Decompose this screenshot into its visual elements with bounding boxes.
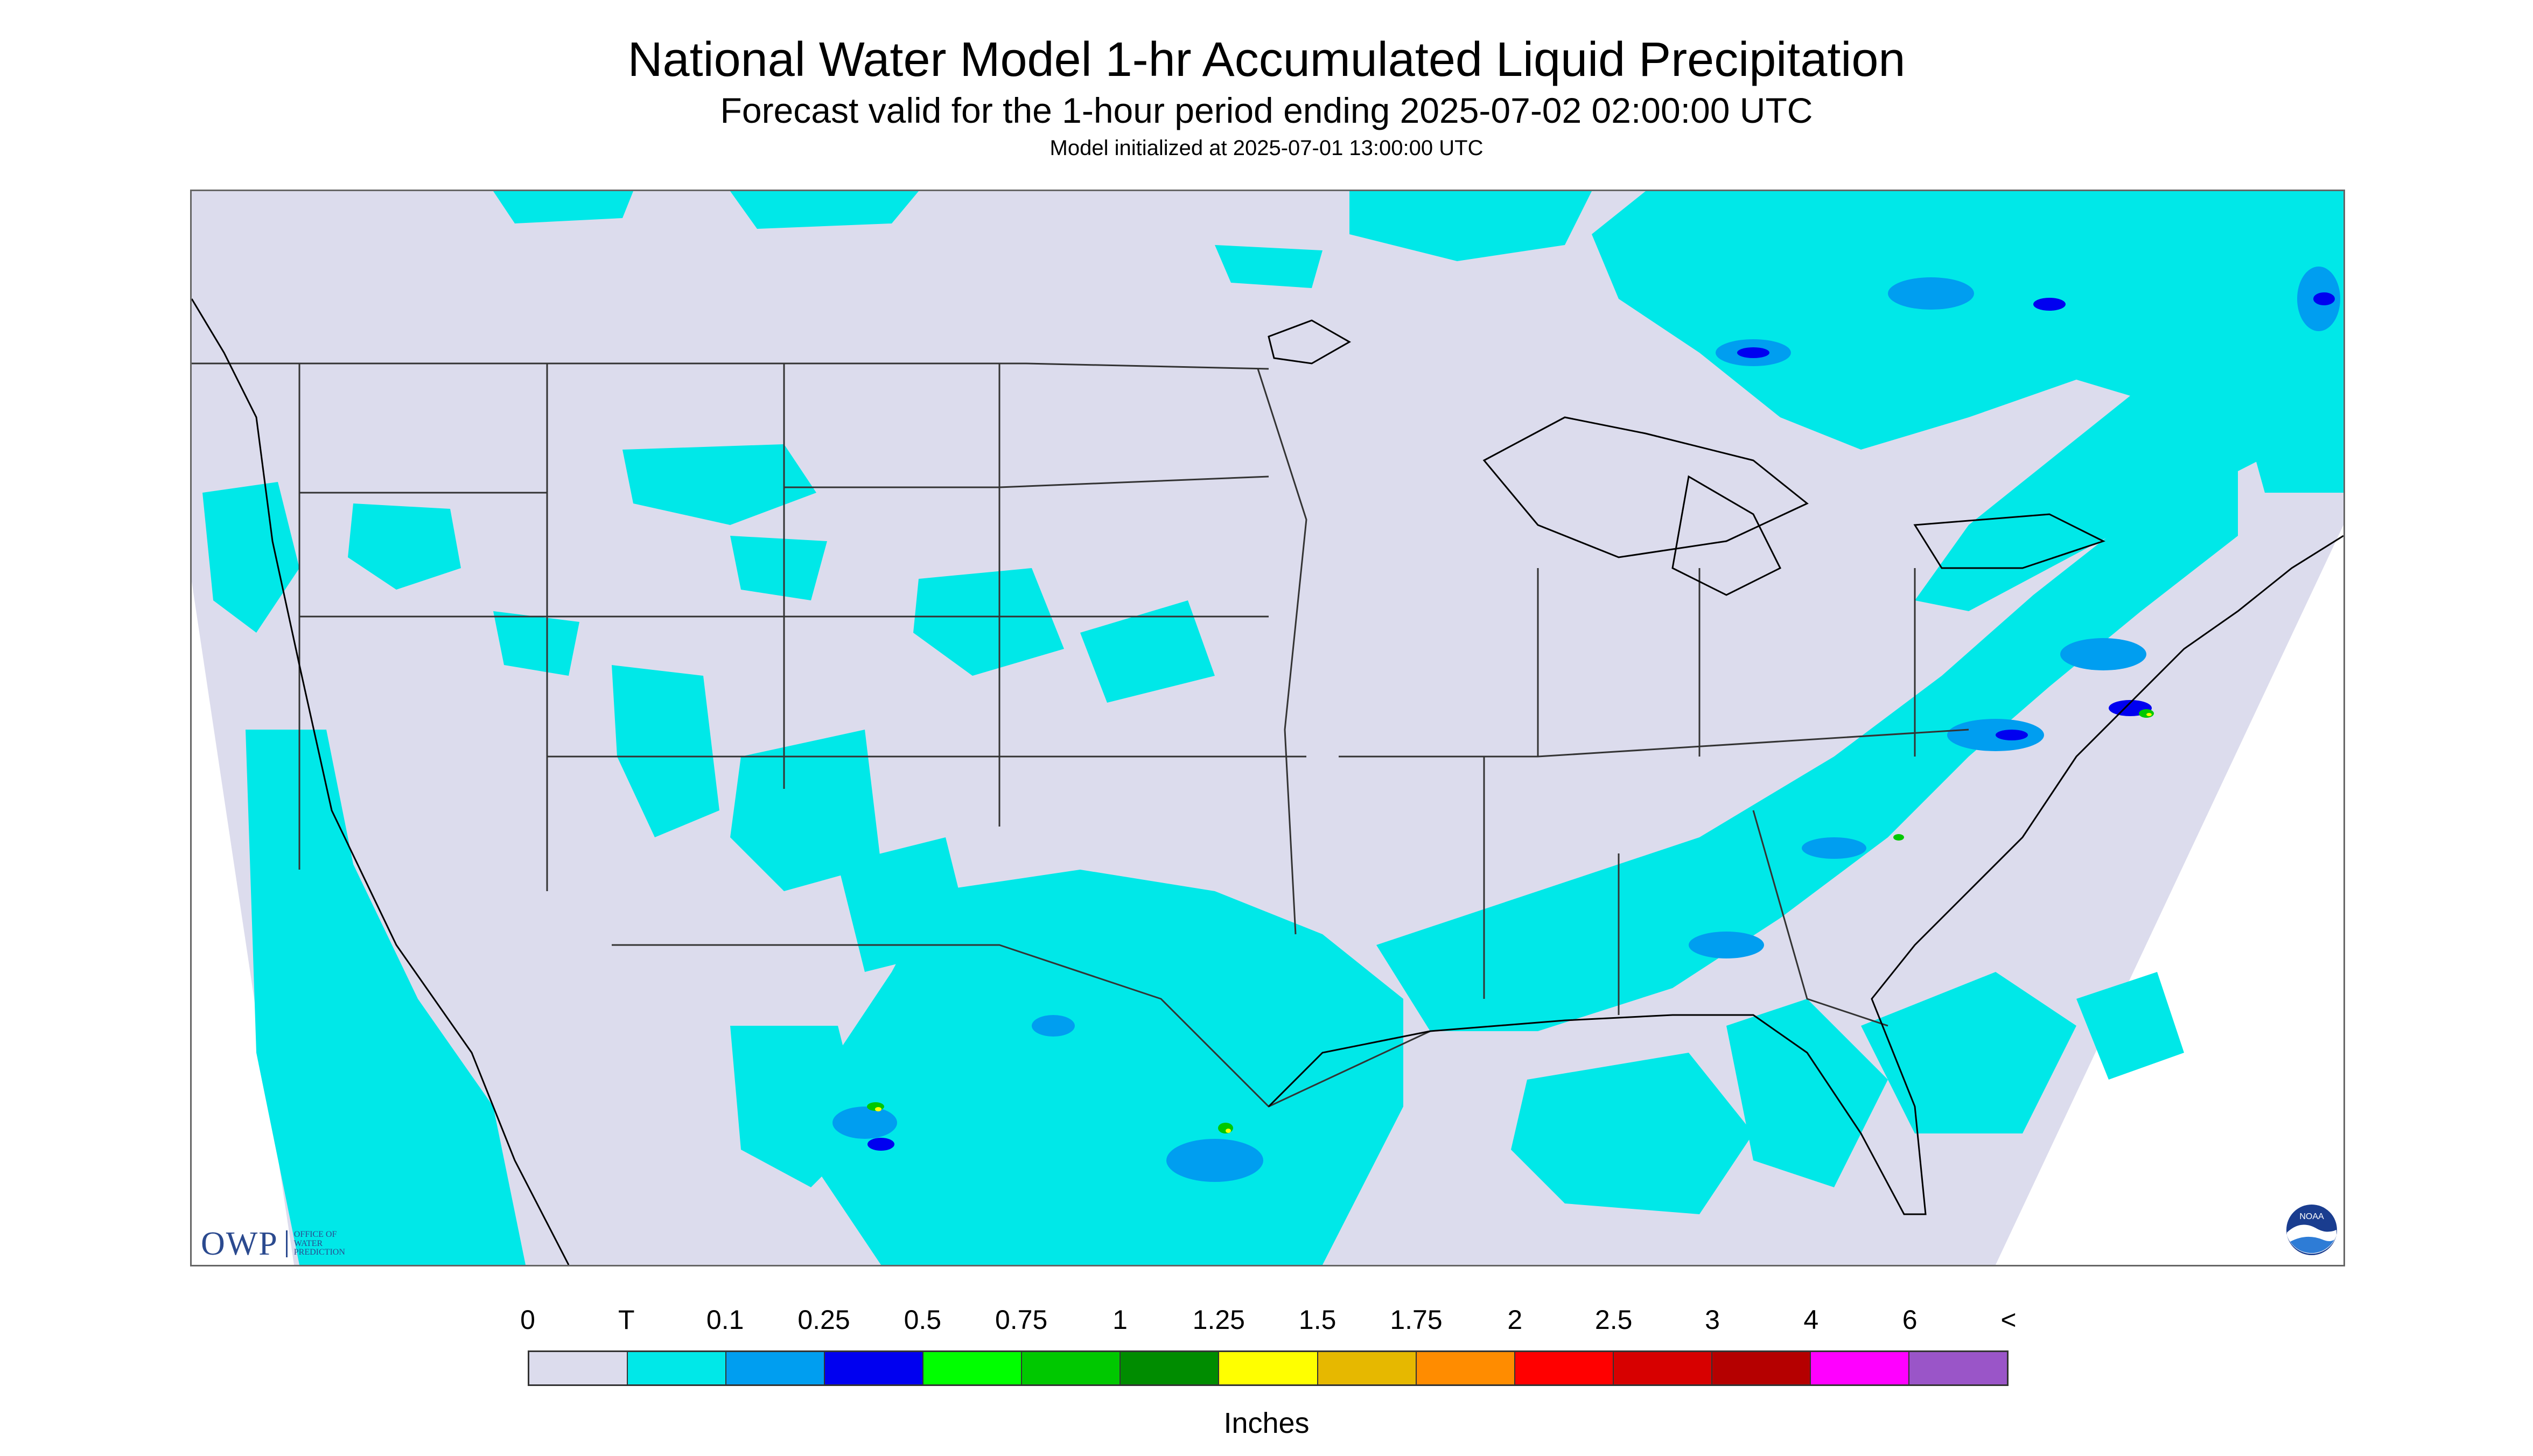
legend-swatch [1416,1352,1515,1384]
legend-swatch [1909,1352,2007,1384]
legend-swatch [1613,1352,1712,1384]
legend-swatch [825,1352,924,1384]
precip-moderate-cells [832,267,2340,1182]
legend-label: 0.1 [706,1305,744,1335]
legend-labels: 0 T 0.1 0.25 0.5 0.75 1 1.25 1.5 1.75 2 2.5 3 4 6 < [0,1306,2533,1339]
precip-trace-areas [202,191,2343,1265]
legend-swatch [1712,1352,1811,1384]
legend-swatch [726,1352,825,1384]
legend-swatch [1515,1352,1614,1384]
legend-swatch [1810,1352,1909,1384]
legend-label: T [618,1305,635,1335]
map-title: National Water Model 1-hr Accumulated Li… [627,33,1906,87]
legend-swatch [923,1352,1023,1384]
precipitation-map [190,190,2345,1266]
legend-label: 0 [520,1305,535,1335]
legend-label: 0.25 [797,1305,850,1335]
owp-logo-abbrev: OWP [201,1225,278,1262]
legend-swatch [529,1352,628,1384]
legend-label: 4 [1803,1305,1819,1335]
legend-label: < [2000,1305,2017,1335]
legend-label: 1 [1112,1305,1128,1335]
legend-color-bar [528,1350,2009,1386]
legend-units-label: Inches [1223,1407,1310,1439]
noaa-logo-icon: NOAA [2285,1203,2338,1256]
coastlines [192,298,2343,1265]
noaa-logo-text: NOAA [2299,1212,2324,1221]
legend-swatch [628,1352,727,1384]
legend-swatch [1318,1352,1417,1384]
legend-label: 2 [1507,1305,1523,1335]
model-init-label: Model initialized at 2025-07-01 13:00:00… [1049,136,1484,160]
forecast-valid-subtitle: Forecast valid for the 1-hour period end… [720,90,1813,130]
legend-label: 1.25 [1192,1305,1245,1335]
legend-label: 0.75 [995,1305,1048,1335]
owp-logo: OWP OFFICE OF WATER PREDICTION [201,1225,369,1262]
legend-label: 1.5 [1298,1305,1337,1335]
legend-swatch [1022,1352,1121,1384]
legend-label: 3 [1705,1305,1720,1335]
legend-label: 2.5 [1594,1305,1633,1335]
precip-extreme-cells [875,713,2152,1133]
owp-logo-fullname: OFFICE OF WATER PREDICTION [285,1230,369,1258]
legend-swatch [1121,1352,1220,1384]
outside-domain-right [1996,525,2343,1265]
legend-swatch [1219,1352,1318,1384]
legend-label: 0.5 [904,1305,942,1335]
legend-label: 1.75 [1390,1305,1443,1335]
legend-label: 6 [1902,1305,1918,1335]
state-boundaries [192,362,1969,1108]
